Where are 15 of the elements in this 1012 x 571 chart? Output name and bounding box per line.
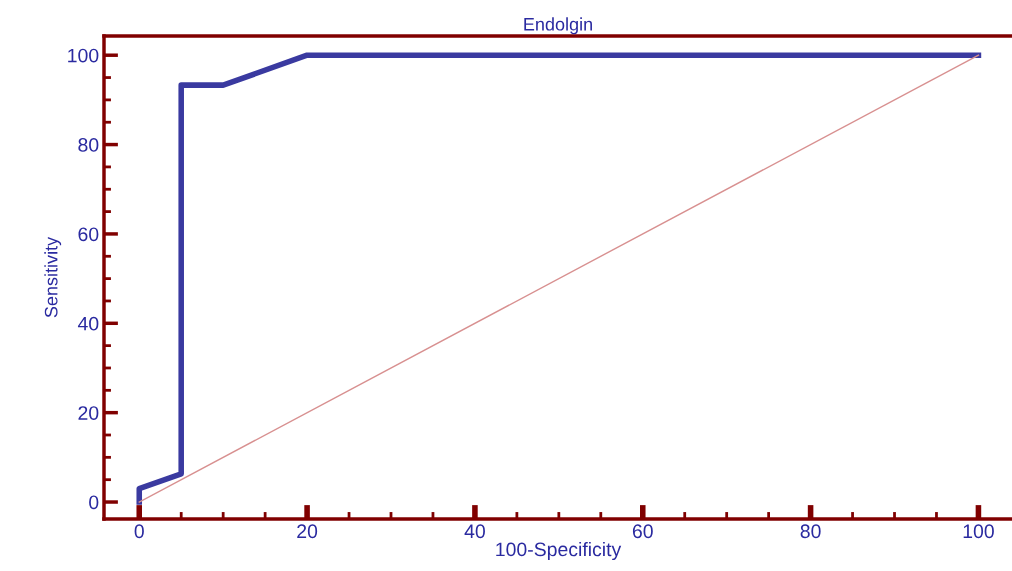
x-tick-label: 60 <box>632 524 653 539</box>
y-axis-title: Sensitivity <box>44 236 62 318</box>
y-tick-label: 0 <box>89 495 99 510</box>
y-tick-label: 20 <box>78 406 99 420</box>
y-tick-label: 80 <box>78 138 99 152</box>
y-tick-label: 60 <box>78 227 99 242</box>
x-tick-label: 40 <box>464 524 485 539</box>
x-axis-title: 100-Specificity <box>496 541 622 561</box>
x-tick-label: 100 <box>963 524 994 539</box>
x-tick-label: 80 <box>800 524 821 539</box>
x-tick-label: 0 <box>134 524 144 539</box>
chart-title: Endolgin <box>524 17 592 35</box>
y-tick-label: 40 <box>77 316 99 331</box>
x-tick-label: 20 <box>297 524 318 539</box>
y-tick-label: 100 <box>68 48 99 63</box>
